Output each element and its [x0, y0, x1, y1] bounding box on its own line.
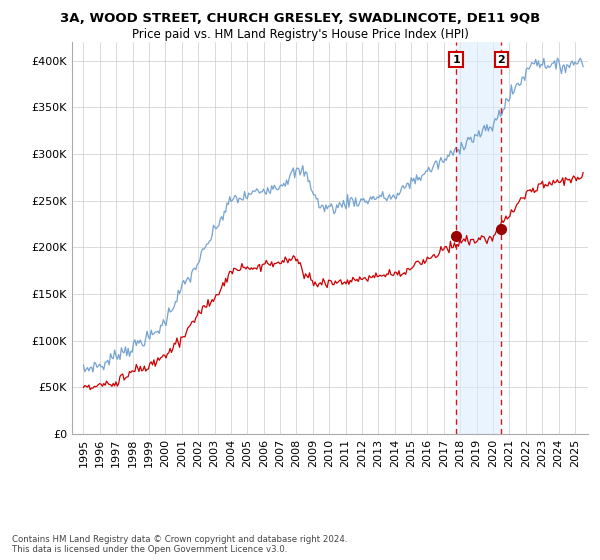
- Bar: [456, 42, 501, 434]
- Text: Contains HM Land Registry data © Crown copyright and database right 2024.
This d: Contains HM Land Registry data © Crown c…: [12, 535, 347, 554]
- Text: 1: 1: [452, 55, 460, 64]
- Text: 3A, WOOD STREET, CHURCH GRESLEY, SWADLINCOTE, DE11 9QB: 3A, WOOD STREET, CHURCH GRESLEY, SWADLIN…: [60, 12, 540, 25]
- Text: Price paid vs. HM Land Registry's House Price Index (HPI): Price paid vs. HM Land Registry's House …: [131, 28, 469, 41]
- Text: 2: 2: [497, 55, 505, 64]
